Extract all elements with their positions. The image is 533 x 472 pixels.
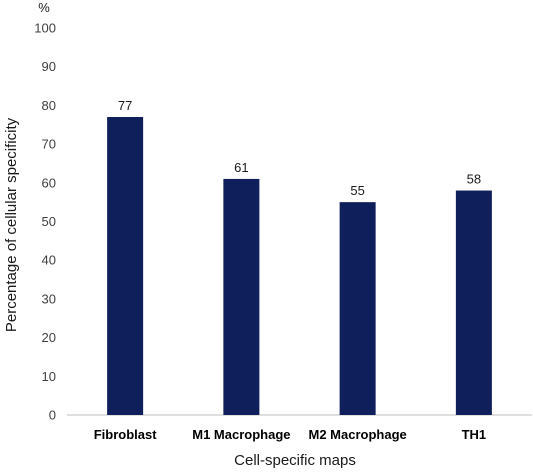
y-tick-label: 0	[49, 408, 56, 423]
category-label: TH1	[462, 427, 487, 442]
category-label: M2 Macrophage	[309, 427, 407, 442]
category-label: Fibroblast	[94, 427, 158, 442]
y-tick-label: 50	[42, 214, 56, 229]
y-tick-label: 60	[42, 175, 56, 190]
bar-value-label: 55	[350, 183, 364, 198]
category-label: M1 Macrophage	[192, 427, 290, 442]
y-tick-label: 70	[42, 137, 56, 152]
bar	[339, 202, 376, 415]
bar-value-label: 58	[467, 172, 481, 187]
y-tick-label: 80	[42, 98, 56, 113]
y-tick-label: 100	[34, 21, 56, 36]
y-tick-label: 20	[42, 330, 56, 345]
data-labels: 77 61 55 58	[118, 98, 481, 198]
y-tick-label: 90	[42, 59, 56, 74]
y-axis-ticks: 0 10 20 30 40 50 60 70 80 90 100	[34, 21, 56, 423]
bar-value-label: 61	[234, 160, 248, 175]
y-axis-unit: %	[38, 0, 50, 15]
y-axis-title: Percentage of cellular specificity	[3, 117, 20, 332]
category-labels: Fibroblast M1 Macrophage M2 Macrophage TH1	[94, 427, 486, 442]
bar	[107, 117, 144, 415]
bar	[455, 190, 492, 415]
bars	[107, 117, 492, 415]
x-axis-title: Cell-specific maps	[234, 452, 356, 469]
y-tick-label: 10	[42, 369, 56, 384]
y-tick-label: 30	[42, 291, 56, 306]
bar-value-label: 77	[118, 98, 132, 113]
y-tick-label: 40	[42, 253, 56, 268]
bar	[223, 178, 260, 415]
